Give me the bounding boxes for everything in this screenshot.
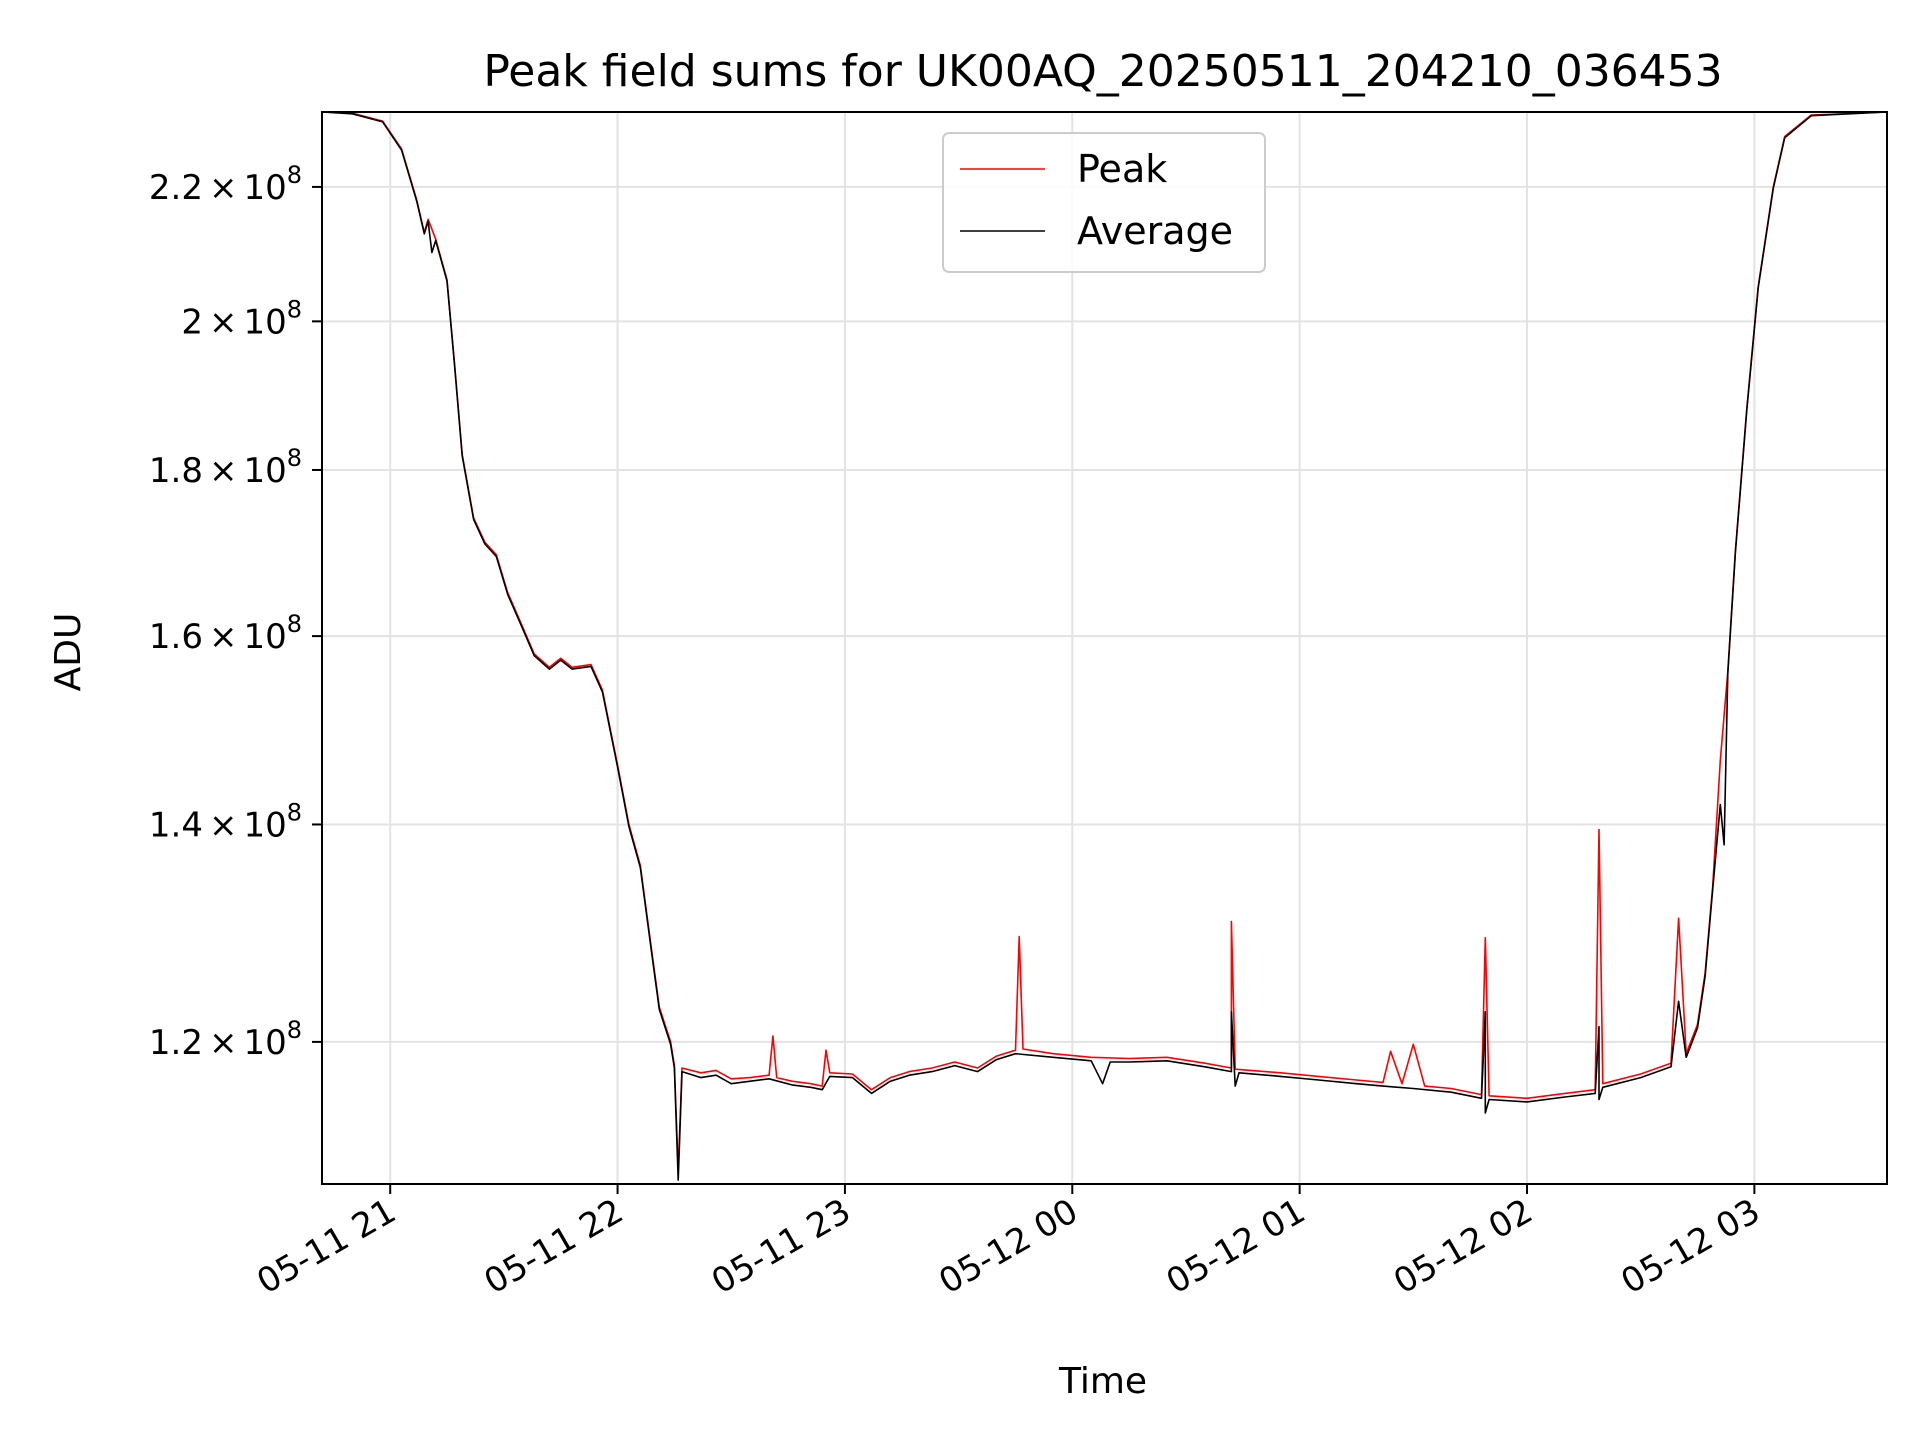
y-tick-label: 2 × 108 <box>181 295 302 342</box>
y-tick-mantissa: 2 <box>181 302 203 342</box>
y-tick-label: 1.8 × 108 <box>149 444 302 491</box>
y-tick-times: × <box>209 451 238 491</box>
y-tick-base: 10 <box>243 302 286 342</box>
legend-label-peak: Peak <box>1077 147 1167 191</box>
y-tick-label: 1.4 × 108 <box>149 798 302 845</box>
plot-frame <box>321 111 1888 1185</box>
y-tick-exponent: 8 <box>287 1016 302 1044</box>
y-tick-mantissa: 1.2 <box>149 1023 203 1063</box>
y-tick-label: 2.2 × 108 <box>149 161 302 208</box>
y-tick-exponent: 8 <box>287 444 302 472</box>
y-tick-mantissa: 2.2 <box>149 168 203 208</box>
y-tick-times: × <box>209 168 238 208</box>
grid-layer <box>322 112 1887 1184</box>
series-layer <box>321 111 1888 1181</box>
x-axis-label: Time <box>1058 1361 1147 1402</box>
y-tick-exponent: 8 <box>287 295 302 323</box>
y-tick-exponent: 8 <box>287 161 302 189</box>
y-tick-times: × <box>209 805 238 845</box>
y-tick-label: 1.6 × 108 <box>149 610 302 657</box>
y-tick-base: 10 <box>243 451 286 491</box>
y-axis-label: ADU <box>48 613 89 692</box>
y-tick-exponent: 8 <box>287 610 302 638</box>
y-tick-mantissa: 1.6 <box>149 617 203 657</box>
y-tick-times: × <box>209 1023 238 1063</box>
y-tick-base: 10 <box>243 617 286 657</box>
y-tick-mantissa: 1.4 <box>149 805 203 845</box>
y-tick-base: 10 <box>243 805 286 845</box>
y-tick-exponent: 8 <box>287 798 302 826</box>
y-tick-label: 1.2 × 108 <box>149 1016 302 1063</box>
legend: Peak Average <box>942 132 1266 273</box>
y-tick-base: 10 <box>243 1023 286 1063</box>
y-tick-times: × <box>209 617 238 657</box>
chart-title: Peak field sums for UK00AQ_20250511_2042… <box>483 46 1722 97</box>
y-tick-mantissa: 1.8 <box>149 451 203 491</box>
y-tick-times: × <box>209 302 238 342</box>
y-tick-base: 10 <box>243 168 286 208</box>
series-line-average <box>321 111 1888 1181</box>
legend-label-average: Average <box>1077 209 1233 253</box>
legend-box <box>942 132 1266 273</box>
